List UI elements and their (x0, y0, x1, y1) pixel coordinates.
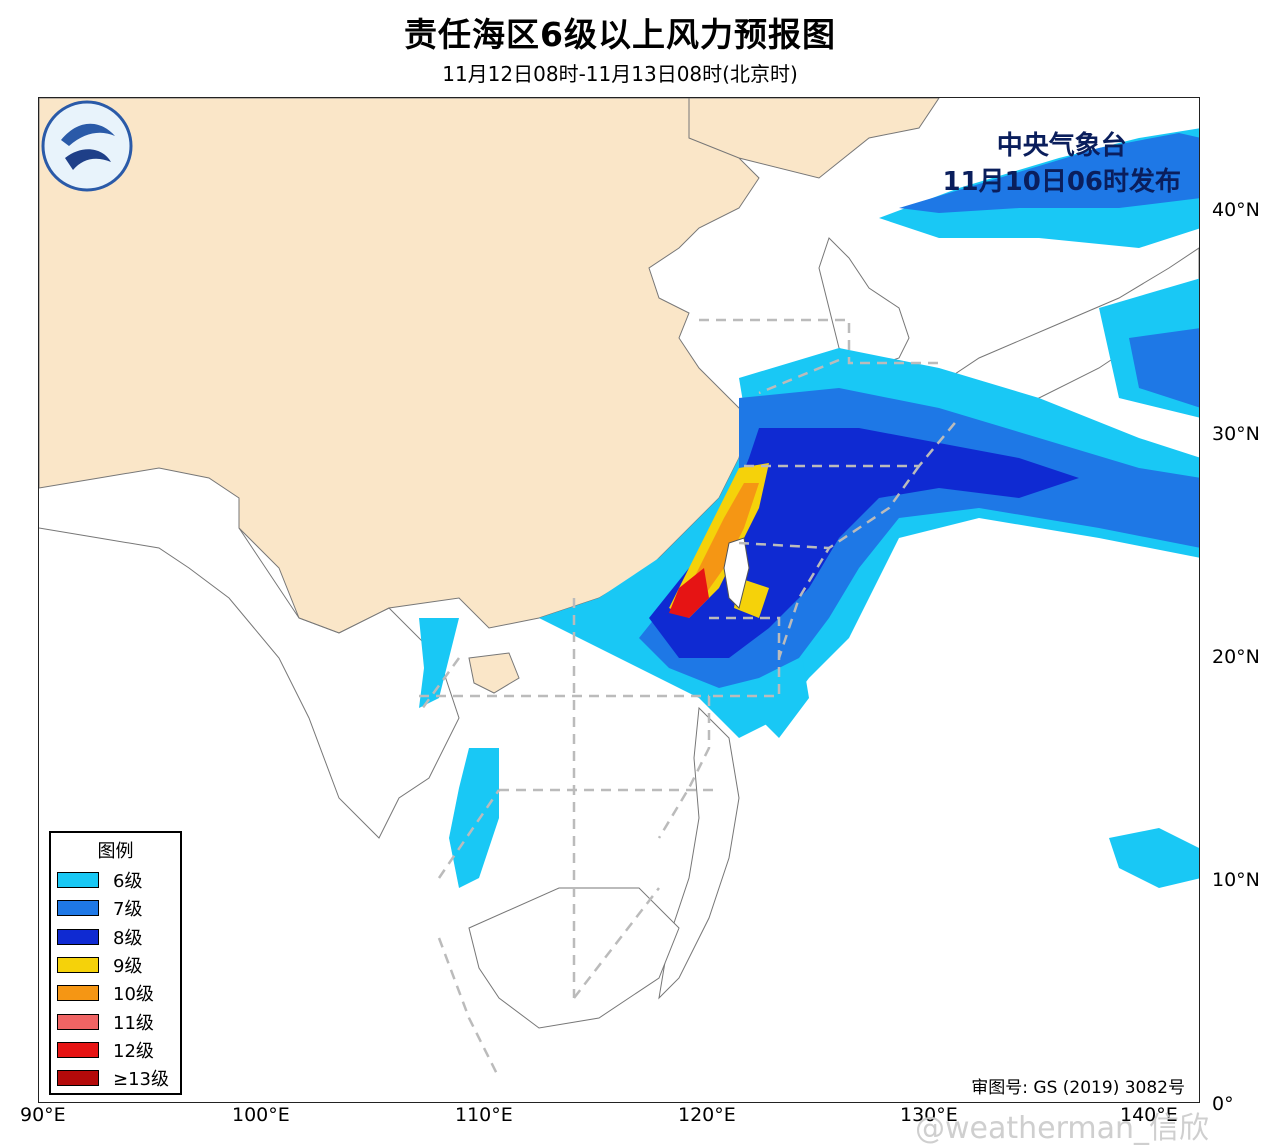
lon-label-120e: 120°E (678, 1104, 736, 1126)
legend-swatch (57, 872, 99, 889)
lon-label-100e: 100°E (232, 1104, 290, 1126)
lat-label-10n: 10°N (1212, 869, 1260, 891)
sea-area-boundaries (417, 318, 960, 1079)
korea-outline (818, 237, 910, 369)
cma-logo (41, 100, 133, 192)
legend-swatch (57, 928, 99, 945)
legend-label: 8级 (113, 927, 143, 949)
lon-label-140e: 140°E (1120, 1104, 1178, 1126)
legend-label: 11级 (113, 1012, 154, 1034)
legend-item: 11级 (57, 1007, 174, 1035)
lon-label-90e: 90°E (20, 1104, 66, 1126)
legend-swatch (57, 1070, 99, 1087)
watermark: @weatherman_信欣 (915, 1111, 1210, 1146)
map-canvas (39, 98, 1199, 1079)
legend-swatch (57, 985, 99, 1002)
philippines-outline (658, 706, 740, 1000)
hainan-outline (468, 652, 520, 694)
legend-label: 6级 (113, 871, 143, 893)
china-land (39, 98, 940, 634)
legend: 图例 6级 7级 8级 9级 10级 11级 12级 ≥13级 (49, 831, 182, 1095)
approval-number: 审图号: GS (2019) 3082号 (971, 1073, 1185, 1098)
lat-label-40n: 40°N (1212, 199, 1260, 221)
lat-label-20n: 20°N (1212, 646, 1260, 668)
lat-label-30n: 30°N (1212, 423, 1260, 445)
legend-label: 7级 (113, 899, 143, 921)
issuer-name: 中央气象台 (996, 131, 1127, 161)
map-subtitle: 11月12日08时-11月13日08时(北京时) (442, 62, 798, 86)
legend-swatch (57, 957, 99, 974)
legend-label: 12级 (113, 1040, 154, 1062)
legend-item: 12级 (57, 1036, 174, 1064)
legend-item: 8级 (57, 923, 174, 951)
lat-label-0: 0° (1212, 1093, 1234, 1115)
legend-swatch (57, 900, 99, 917)
legend-title: 图例 (97, 841, 134, 862)
legend-label: 9级 (113, 956, 143, 978)
wind-level-12 (669, 568, 709, 618)
legend-item: 10级 (57, 979, 174, 1007)
lon-label-130e: 130°E (900, 1104, 958, 1126)
lon-label-110e: 110°E (455, 1104, 513, 1126)
map-title: 责任海区6级以上风力预报图 (404, 15, 836, 54)
map-area: 中央气象台 11月10日06时发布 图例 6级 7级 8级 9级 10级 11级… (38, 97, 1200, 1103)
issue-time: 11月10日06时发布 (942, 167, 1181, 197)
legend-label: 10级 (113, 984, 154, 1006)
indochina-outline (39, 527, 460, 839)
legend-label: ≥13级 (113, 1069, 169, 1091)
legend-item: 7级 (57, 894, 174, 922)
legend-swatch (57, 1013, 99, 1030)
legend-swatch (57, 1041, 99, 1058)
legend-item: ≥13级 (57, 1064, 174, 1092)
legend-item: 6级 (57, 866, 174, 894)
taiwan-outline (723, 537, 750, 609)
legend-item: 9级 (57, 951, 174, 979)
issuer-block: 中央气象台 11月10日06时发布 (942, 128, 1181, 200)
